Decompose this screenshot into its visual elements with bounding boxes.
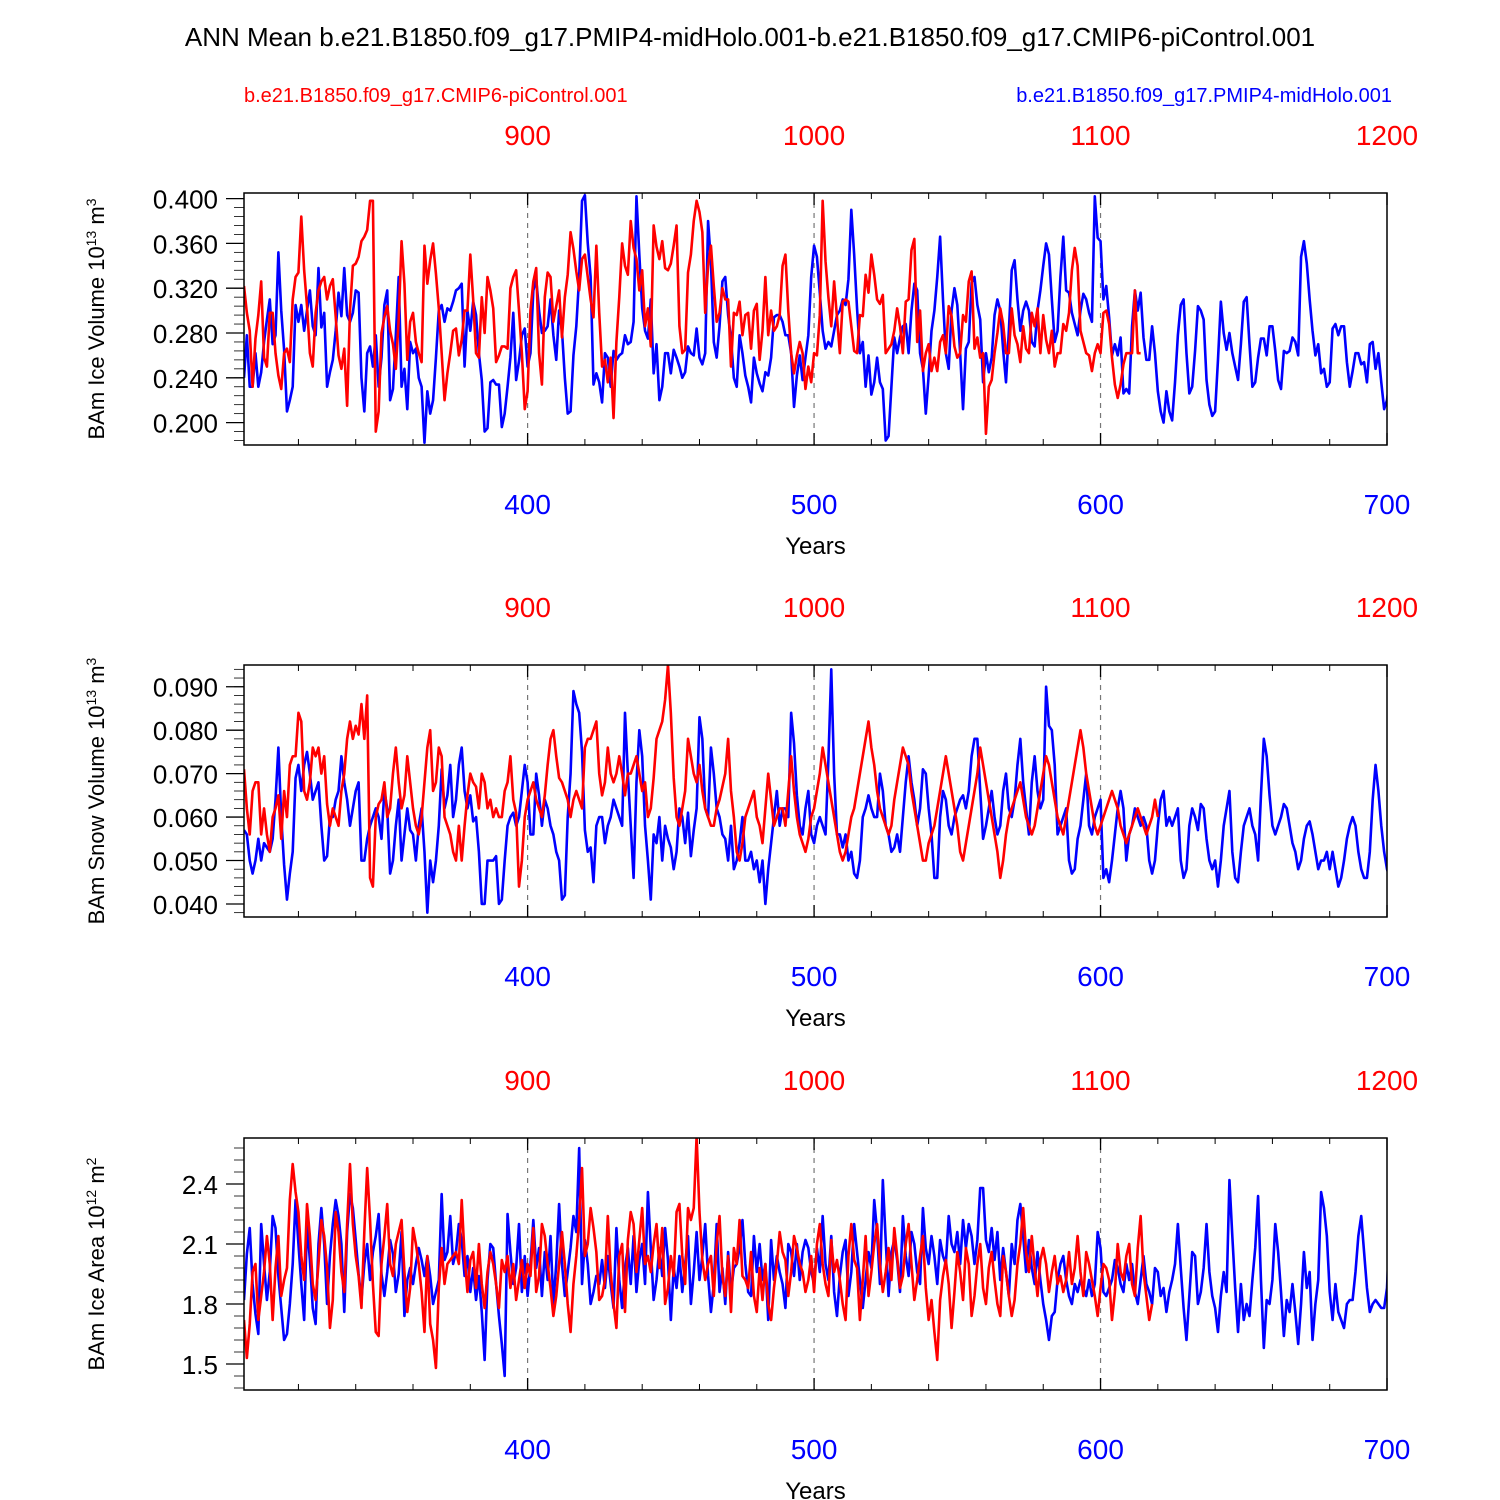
y-tick-label: 1.8 — [182, 1290, 218, 1320]
panel-2: 400 500 600 700 900 1000 1100 1200 Years 0.040 0.0… — [83, 592, 1418, 1032]
y-tick-label: 0.050 — [153, 847, 218, 877]
x-tick-label-top: 1100 — [1070, 592, 1130, 623]
x-tick-label-top: 1100 — [1070, 1065, 1130, 1096]
y-axis-label-part: 13 — [83, 690, 99, 706]
x-tick-label-bottom: 600 — [1077, 961, 1124, 992]
x-tick-label-top: 900 — [504, 1065, 551, 1096]
x-tick-label-top: 1200 — [1356, 1065, 1418, 1096]
x-tick-label-top: 1200 — [1356, 120, 1418, 151]
x-tick-label-bottom: 700 — [1364, 1434, 1411, 1465]
x-tick-label-bottom: 700 — [1364, 489, 1411, 520]
y-axis-label-part: 13 — [83, 231, 99, 247]
y-tick-label: 0.400 — [153, 185, 218, 215]
x-axis-label: Years — [785, 1478, 846, 1500]
x-tick-label-bottom: 500 — [791, 1434, 838, 1465]
x-tick-label-bottom: 500 — [791, 489, 838, 520]
y-axis-label-part: BAm Ice Area 10 — [84, 1205, 109, 1370]
x-tick-label-bottom: 700 — [1364, 961, 1411, 992]
x-tick-label-top: 900 — [504, 592, 551, 623]
series-line-control — [244, 665, 1160, 888]
y-axis-label-part: 3 — [83, 657, 99, 665]
y-tick-label: 2.1 — [182, 1230, 218, 1260]
y-tick-label: 0.040 — [153, 890, 218, 920]
legend-control-label: b.e21.B1850.f09_g17.CMIP6-piControl.001 — [244, 85, 628, 107]
plot-frame — [243, 664, 1388, 918]
x-tick-label-bottom: 600 — [1077, 1434, 1124, 1465]
y-tick-label: 0.090 — [153, 673, 218, 703]
y-tick-label: 0.080 — [153, 716, 218, 746]
y-axis-label-part: m — [84, 665, 109, 689]
y-axis-label-part: 3 — [83, 198, 99, 206]
y-axis-label-part: m — [84, 206, 109, 230]
series-line-control — [244, 1138, 1154, 1370]
panel-1: 400 500 600 700 900 1000 1100 1200 Years 0.200 0.2… — [83, 120, 1418, 560]
y-tick-label: 0.070 — [153, 760, 218, 790]
figure-title: ANN Mean b.e21.B1850.f09_g17.PMIP4-midHo… — [185, 22, 1315, 52]
plot-frame — [243, 1137, 1388, 1391]
y-axis-label: BAm Snow Volume 1013 m3 — [83, 657, 109, 924]
x-tick-label-top: 1200 — [1356, 592, 1418, 623]
x-tick-label-top: 1000 — [783, 592, 845, 623]
y-axis-label-part: BAm Ice Volume 10 — [84, 246, 109, 439]
y-tick-label: 0.060 — [153, 803, 218, 833]
y-axis-label-part: BAm Snow Volume 10 — [84, 705, 109, 924]
series-line-holo — [244, 668, 1387, 914]
y-axis-label-part: m — [84, 1165, 109, 1189]
panels: 400 500 600 700 900 1000 1100 1200 Years 0.200 0.2… — [83, 120, 1418, 1500]
y-axis-label: BAm Ice Volume 1013 m3 — [83, 198, 109, 439]
panel-3: 400 500 600 700 900 1000 1100 1200 Years 1.5 1.8 2.… — [83, 1065, 1418, 1500]
x-tick-label-top: 900 — [504, 120, 551, 151]
x-tick-label-bottom: 500 — [791, 961, 838, 992]
series-line-holo — [244, 193, 1387, 445]
x-tick-label-top: 1000 — [783, 120, 845, 151]
x-tick-label-bottom: 400 — [504, 961, 551, 992]
x-tick-label-bottom: 400 — [504, 489, 551, 520]
x-axis-label: Years — [785, 533, 846, 560]
y-tick-label: 0.320 — [153, 274, 218, 304]
y-axis-label-part: 12 — [83, 1190, 99, 1206]
y-tick-label: 0.280 — [153, 319, 218, 349]
y-tick-label: 1.5 — [182, 1350, 218, 1380]
y-tick-label: 0.200 — [153, 409, 218, 439]
y-axis-label-part: 2 — [83, 1157, 99, 1165]
plot-frame — [243, 192, 1388, 446]
x-tick-label-bottom: 600 — [1077, 489, 1124, 520]
y-tick-label: 2.4 — [182, 1170, 218, 1200]
x-tick-label-top: 1100 — [1070, 120, 1130, 151]
legend-holo-label: b.e21.B1850.f09_g17.PMIP4-midHolo.001 — [1016, 85, 1392, 107]
x-axis-label: Years — [785, 1005, 846, 1032]
y-tick-label: 0.360 — [153, 229, 218, 259]
series-line-control — [244, 199, 1141, 436]
x-tick-label-bottom: 400 — [504, 1434, 551, 1465]
y-tick-label: 0.240 — [153, 364, 218, 394]
x-tick-label-top: 1000 — [783, 1065, 845, 1096]
y-axis-label: BAm Ice Area 1012 m2 — [83, 1157, 109, 1370]
series-line-holo — [244, 1146, 1387, 1378]
